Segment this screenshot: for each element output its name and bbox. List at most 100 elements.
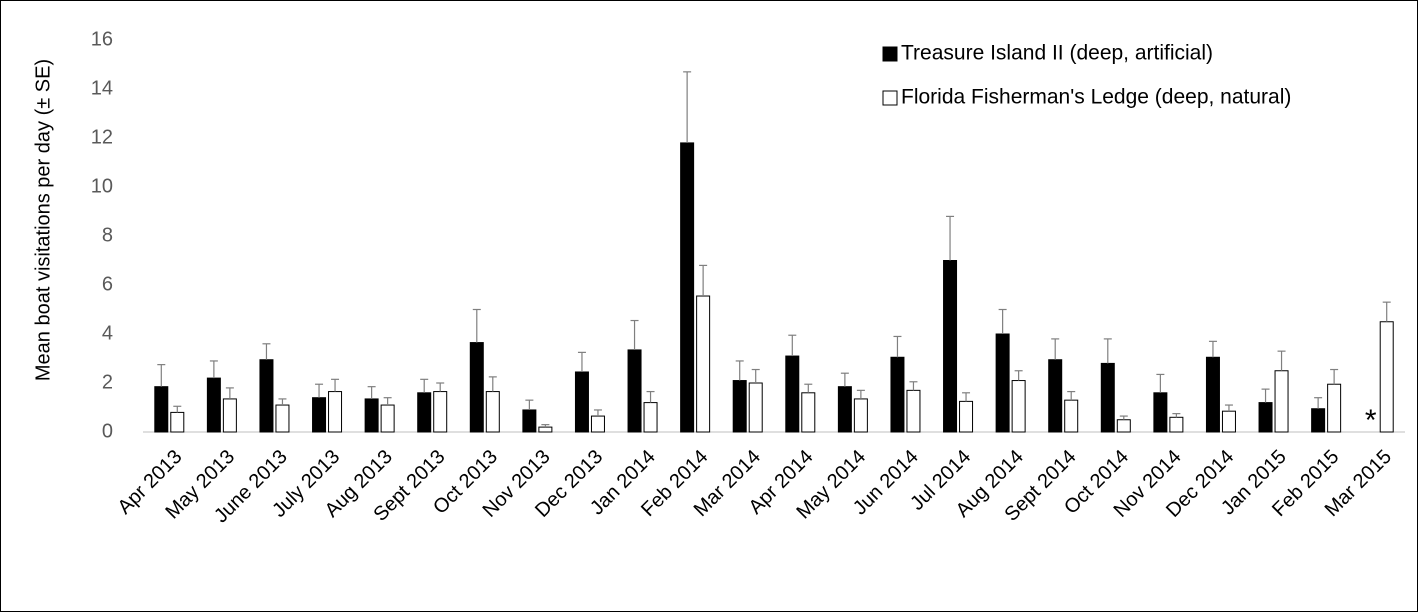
bar — [943, 260, 958, 433]
y-tick-label: 4 — [102, 322, 113, 344]
bar — [837, 386, 852, 433]
bar — [1221, 410, 1236, 433]
error-bar — [1382, 301, 1391, 322]
bar — [1205, 356, 1220, 433]
error-bar — [593, 409, 602, 417]
annotation: * — [1365, 404, 1377, 437]
error-bar — [683, 71, 692, 143]
error-bar — [909, 381, 918, 391]
legend-swatch — [882, 90, 898, 106]
bar — [696, 295, 711, 433]
error-bar — [525, 399, 534, 410]
error-bar — [1261, 388, 1270, 403]
bar — [206, 377, 221, 433]
bar — [853, 398, 868, 433]
error-bar — [1314, 397, 1323, 409]
error-bar — [1014, 370, 1023, 381]
y-tick-label: 16 — [91, 28, 113, 50]
bar — [959, 400, 974, 433]
error-bar — [367, 386, 376, 399]
bar — [275, 404, 290, 433]
error-bar — [630, 319, 639, 350]
bar — [574, 371, 589, 433]
error-bar — [1051, 338, 1060, 360]
error-bar — [998, 308, 1007, 334]
bar — [469, 342, 484, 433]
error-bar — [472, 308, 481, 343]
error-bar — [840, 372, 849, 387]
error-bar — [278, 398, 287, 406]
error-bar — [173, 405, 182, 413]
error-bar — [577, 351, 586, 372]
error-bar — [751, 368, 760, 383]
bar — [627, 349, 642, 433]
bar — [259, 359, 274, 433]
error-bar — [1277, 350, 1286, 371]
error-bar — [1119, 415, 1128, 420]
legend-label: Florida Fisherman's Ledge (deep, natural… — [901, 86, 1291, 109]
error-bar — [946, 215, 955, 261]
legend-swatch — [882, 46, 898, 62]
bar — [1064, 399, 1079, 433]
bar — [1258, 402, 1273, 433]
bar — [785, 355, 800, 433]
y-tick-label: 12 — [91, 126, 113, 148]
bar — [732, 380, 747, 433]
error-bar — [893, 335, 902, 358]
bar — [1100, 362, 1115, 433]
bar — [417, 392, 432, 433]
bar — [680, 142, 695, 433]
bar — [312, 397, 327, 433]
bar — [485, 391, 500, 433]
y-tick-label: 8 — [102, 224, 113, 246]
error-bar — [646, 390, 655, 403]
error-bar — [157, 364, 166, 387]
error-bar — [436, 382, 445, 392]
bar — [1327, 383, 1342, 433]
bar — [1169, 416, 1184, 433]
bar — [906, 389, 921, 433]
error-bar — [962, 392, 971, 402]
error-bar — [1330, 368, 1339, 385]
bar — [890, 356, 905, 433]
bar — [364, 398, 379, 433]
error-bar — [262, 343, 271, 360]
bar — [1274, 370, 1289, 433]
y-tick-label: 2 — [102, 371, 113, 393]
error-bar — [699, 264, 708, 297]
error-bar — [804, 383, 813, 393]
bar — [1379, 321, 1394, 433]
error-bar — [1156, 373, 1165, 393]
bar — [380, 404, 395, 433]
bar — [1116, 419, 1131, 433]
bar — [538, 426, 553, 433]
bar — [748, 382, 763, 433]
error-bar — [225, 387, 234, 399]
y-axis-title: Mean boat visitations per day (± SE) — [32, 59, 54, 381]
bar — [643, 402, 658, 433]
error-bar — [735, 360, 744, 381]
error-bar — [1172, 413, 1181, 418]
y-tick-label: 0 — [102, 420, 113, 442]
error-bar — [383, 397, 392, 406]
bar — [1048, 359, 1063, 433]
bar — [1011, 380, 1026, 433]
error-bar — [420, 378, 429, 393]
bar — [590, 415, 605, 433]
bar — [170, 411, 185, 433]
y-tick-label: 14 — [91, 77, 113, 99]
legend-label: Treasure Island II (deep, artificial) — [901, 42, 1213, 65]
error-bar — [1103, 338, 1112, 364]
bar — [1153, 392, 1168, 433]
bar — [154, 386, 169, 433]
error-bar — [209, 360, 218, 379]
error-bar — [541, 424, 550, 428]
y-tick-label: 6 — [102, 273, 113, 295]
error-bar — [488, 376, 497, 392]
bar — [1311, 408, 1326, 433]
bar — [801, 392, 816, 433]
error-bar — [331, 378, 340, 392]
error-bar — [788, 334, 797, 357]
error-bar — [856, 389, 865, 399]
